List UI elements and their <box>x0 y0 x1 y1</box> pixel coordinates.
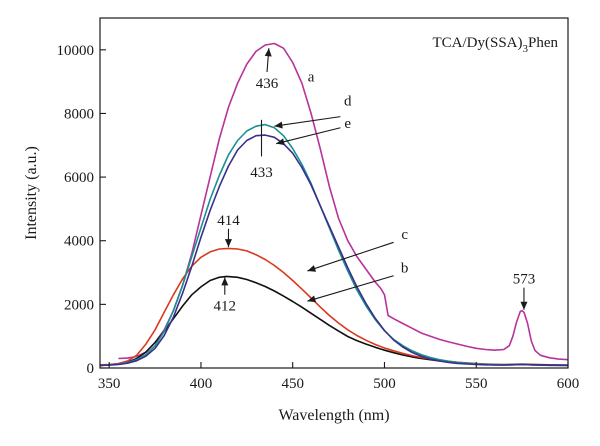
peak-436-label: 436 <box>256 76 279 92</box>
series-layer <box>99 42 569 367</box>
y-axis-title: Intensity (a.u.) <box>23 146 40 240</box>
peak-414-label: 414 <box>217 213 240 229</box>
label-c-arrowhead <box>307 265 317 272</box>
peak-436-arrowhead <box>264 48 272 57</box>
series-line-d <box>99 123 569 367</box>
peak-414-arrowhead <box>224 239 232 248</box>
annotation-layer: 436 a de 433 414 c 412 b 573 <box>214 48 536 315</box>
y-tick-label: 10000 <box>57 43 95 59</box>
x-tick-label: 600 <box>557 376 580 392</box>
series-line-c <box>99 247 569 366</box>
series-line-e <box>99 134 569 367</box>
y-tick-label: 4000 <box>64 234 94 250</box>
series-line-a <box>118 42 569 361</box>
label-e-label: e <box>344 116 351 132</box>
label-e-arrow <box>276 127 341 145</box>
peak-412-label: 412 <box>214 299 237 315</box>
label-d-label: d <box>344 94 352 110</box>
y-tick-label: 2000 <box>64 297 94 313</box>
peak-573-arrowhead <box>520 301 528 310</box>
label-d-arrow <box>274 116 341 127</box>
x-tick-label: 450 <box>281 376 304 392</box>
label-a-label: a <box>308 70 315 86</box>
label-b-arrow <box>307 275 394 302</box>
x-tick-label: 500 <box>373 376 396 392</box>
label-b-arrowhead <box>307 295 317 303</box>
series-line-b <box>99 275 569 367</box>
y-tick-label: 6000 <box>64 170 94 186</box>
x-axis-title: Wavelength (nm) <box>278 407 389 424</box>
x-tick-label: 350 <box>98 376 121 392</box>
y-tick-label: 8000 <box>64 106 94 122</box>
label-e-arrowhead <box>276 138 285 146</box>
x-tick-label: 400 <box>190 376 213 392</box>
label-d-arrowhead <box>274 121 283 129</box>
y-tick-label: 0 <box>87 361 95 377</box>
plot-frame <box>99 17 569 369</box>
peak-412-arrowhead <box>221 277 229 286</box>
label-c-label: c <box>401 227 408 243</box>
label-c-arrow <box>307 241 394 272</box>
x-tick-label: 550 <box>465 376 488 392</box>
peak-433-label: 433 <box>250 165 273 181</box>
peak-573-label: 573 <box>513 272 536 288</box>
legend-label: TCA/Dy(SSA)3Phen <box>432 35 558 55</box>
label-b-label: b <box>401 261 409 277</box>
